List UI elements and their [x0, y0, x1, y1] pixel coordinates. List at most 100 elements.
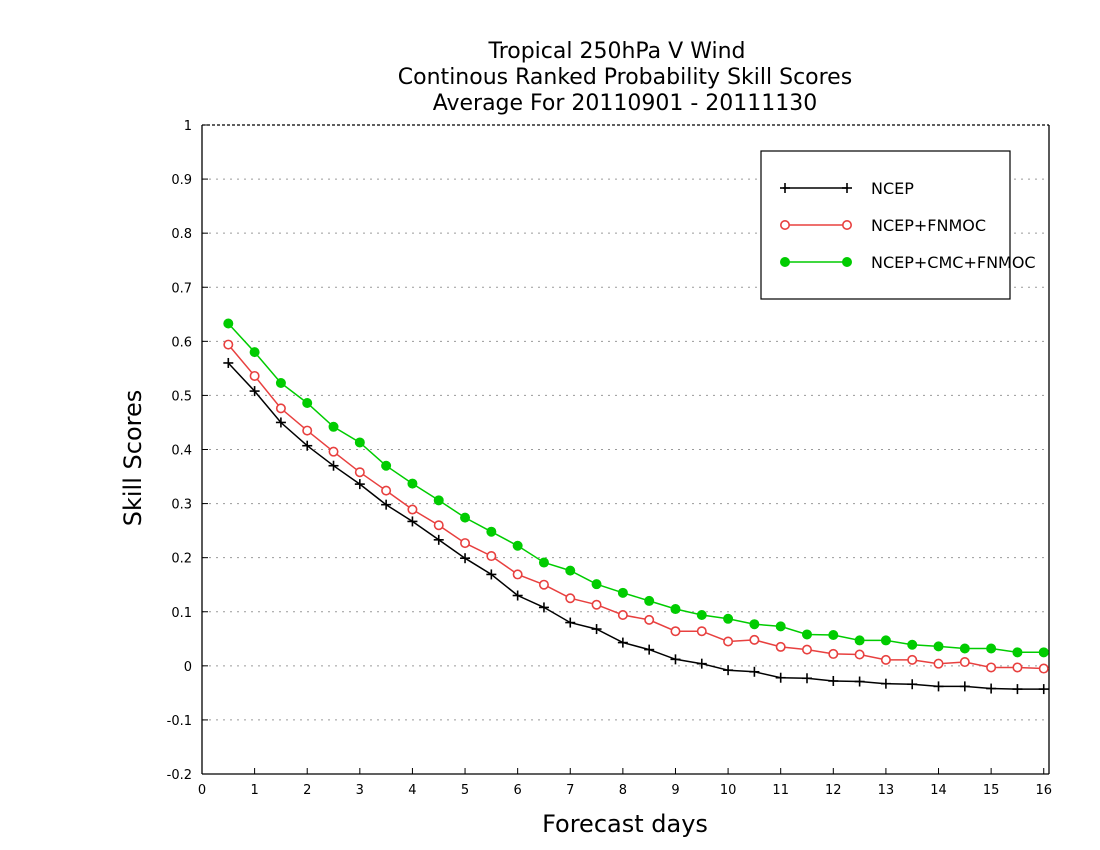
y-tick-label-1: -0.1: [167, 714, 192, 729]
series-0-point-14: [591, 624, 602, 635]
series-0-point-6: [381, 499, 392, 510]
series-2-line: [227, 322, 1044, 654]
series-2-point-13: [565, 565, 576, 576]
series-0-point-11: [512, 590, 523, 601]
series-1-point-10: [486, 551, 497, 562]
x-tick-label-4: 4: [408, 783, 416, 798]
series-2-point-9: [460, 512, 471, 523]
series-2-point-4: [328, 421, 339, 432]
x-tick-label-8: 8: [619, 783, 627, 798]
series-1-point-31: [1038, 663, 1049, 674]
series-0-point-8: [433, 534, 444, 545]
series-0-point-16: [644, 644, 655, 655]
series-1-point-11: [512, 569, 523, 580]
series-2-point-11: [512, 540, 523, 551]
series-0-point-25: [880, 678, 891, 689]
series-0-point-2: [275, 417, 286, 428]
series-0-point-10: [486, 569, 497, 580]
series-2-point-8: [433, 495, 444, 506]
y-tick-label-4: 0.2: [171, 552, 192, 567]
series-1-point-4: [328, 446, 339, 457]
series-2-point-7: [407, 478, 418, 489]
series-2-point-16: [644, 595, 655, 606]
legend-marker-0-a: [780, 183, 790, 193]
series-2-point-18: [696, 609, 707, 620]
series-0-point-17: [670, 654, 681, 665]
series-0: [223, 357, 1049, 695]
series-1-line: [227, 344, 1044, 670]
data-series: [223, 318, 1049, 695]
series-2: [223, 318, 1049, 658]
x-axis-label: Forecast days: [542, 810, 708, 838]
series-2-point-23: [828, 630, 839, 641]
series-1-point-24: [854, 649, 865, 660]
series-2-point-19: [723, 613, 734, 624]
series-1-point-22: [801, 644, 812, 655]
series-0-point-31: [1038, 684, 1049, 695]
y-axis-ticks: -0.2 -0.1 0 0.1 0.2 0.3 0.4 0.5 0.6 0.7 0.8 0.9 1: [167, 119, 208, 783]
series-1-point-13: [565, 593, 576, 604]
y-tick-label-8: 0.6: [171, 335, 192, 350]
series-0-point-1: [249, 386, 260, 397]
x-tick-label-12: 12: [825, 783, 842, 798]
x-tick-label-5: 5: [461, 783, 469, 798]
x-tick-label-15: 15: [983, 783, 1000, 798]
y-tick-label-12: 1: [184, 119, 192, 134]
series-0-point-12: [538, 602, 549, 613]
legend-marker-1-a: [779, 220, 790, 231]
series-0-point-22: [802, 673, 812, 684]
series-1-point-20: [749, 634, 760, 645]
series-1-point-30: [1012, 662, 1023, 673]
y-tick-label-6: 0.4: [171, 444, 192, 459]
y-tick-label-3: 0.1: [171, 606, 192, 621]
series-2-point-20: [749, 619, 760, 630]
series-1-point-19: [723, 636, 734, 647]
x-tick-label-9: 9: [671, 783, 679, 798]
legend-marker-0-b: [842, 183, 852, 193]
series-2-point-1: [249, 347, 260, 358]
series-1-point-14: [591, 599, 602, 610]
series-2-point-29: [986, 643, 997, 654]
series-1-point-29: [986, 662, 997, 673]
legend-marker-2-a: [780, 257, 790, 267]
series-1-point-28: [959, 657, 970, 668]
series-0-point-28: [959, 681, 970, 692]
legend: NCEP NCEP+FNMOC NCEP+CMC+FNMOC: [760, 150, 1036, 300]
series-2-point-28: [959, 643, 970, 654]
series-1-point-0: [223, 339, 234, 350]
series-1-point-1: [249, 370, 260, 381]
y-tick-label-9: 0.7: [171, 281, 192, 296]
series-2-point-21: [775, 621, 786, 632]
series-0-point-19: [723, 665, 734, 676]
series-1-point-2: [275, 403, 286, 414]
series-0-point-4: [328, 460, 339, 471]
y-tick-label-0: -0.2: [167, 768, 192, 783]
series-1-point-26: [907, 654, 918, 665]
series-1-point-15: [617, 609, 628, 620]
series-1-point-6: [381, 485, 392, 496]
series-1-point-8: [433, 520, 444, 531]
x-tick-label-0: 0: [198, 783, 206, 798]
x-tick-label-2: 2: [303, 783, 311, 798]
series-0-point-26: [907, 679, 918, 690]
legend-label-1: NCEP+FNMOC: [871, 216, 986, 235]
series-0-point-23: [828, 675, 839, 686]
chart-title: Tropical 250hPa V Wind Continous Ranked …: [398, 39, 852, 116]
title-line-1: Tropical 250hPa V Wind: [487, 39, 745, 64]
series-1-point-3: [302, 425, 313, 436]
series-2-point-15: [617, 587, 628, 598]
series-1-point-12: [538, 579, 549, 590]
y-tick-label-10: 0.8: [171, 227, 192, 242]
series-1-point-9: [460, 538, 471, 549]
series-1-point-25: [880, 654, 891, 665]
series-0-point-29: [986, 683, 997, 694]
series-2-point-12: [538, 557, 549, 568]
series-2-point-22: [802, 629, 812, 640]
x-tick-label-7: 7: [566, 783, 574, 798]
legend-label-2: NCEP+CMC+FNMOC: [871, 253, 1036, 272]
title-line-3: Average For 20110901 - 20111130: [433, 91, 818, 116]
x-tick-label-11: 11: [772, 783, 789, 798]
legend-marker-2-b: [842, 257, 852, 267]
series-2-point-26: [907, 639, 918, 650]
